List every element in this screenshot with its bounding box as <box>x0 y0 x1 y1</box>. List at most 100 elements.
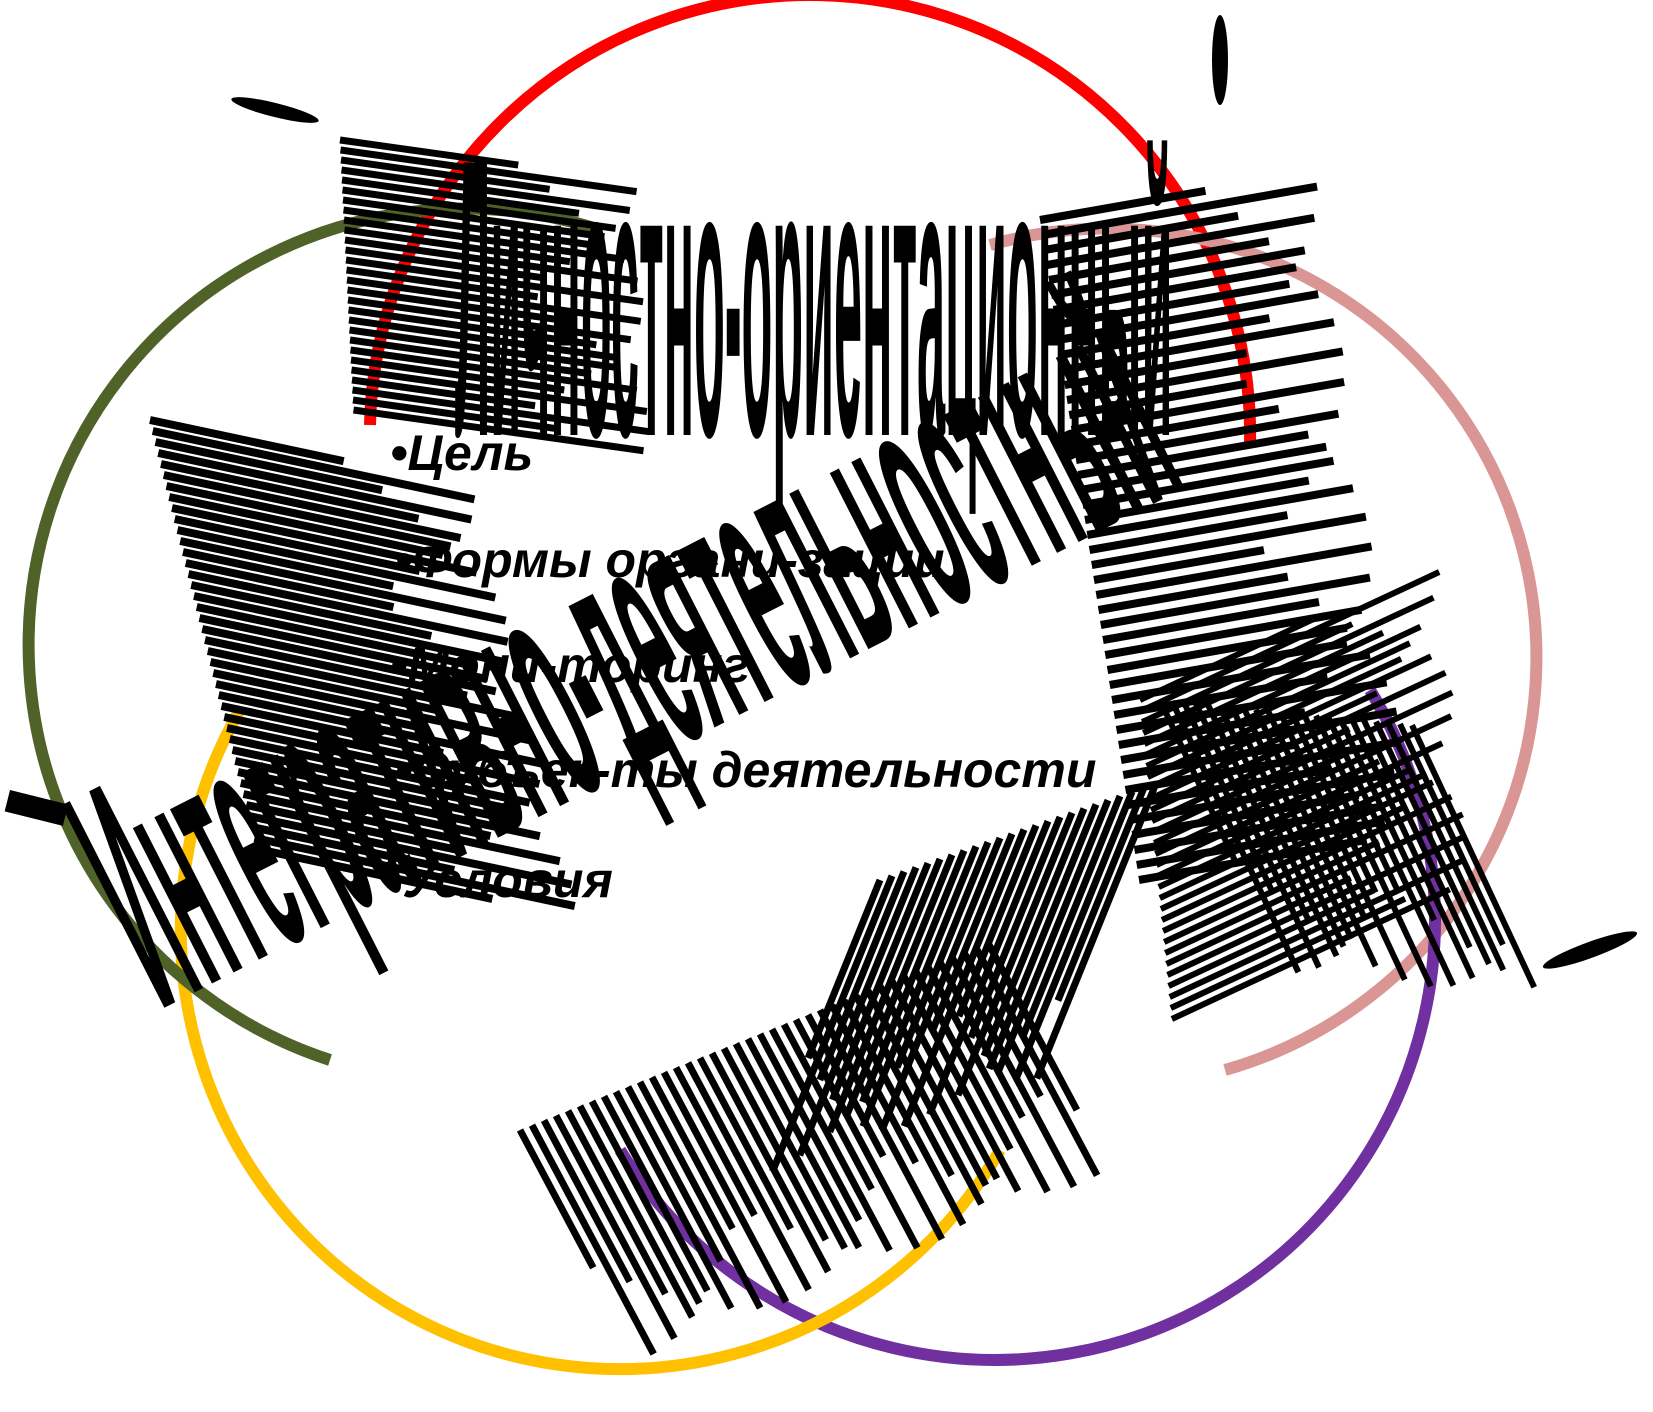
hatch-stroke <box>769 874 896 1173</box>
hatch-stroke <box>804 878 884 1060</box>
circle-bottom-left-arc <box>174 707 1006 1376</box>
hatch-stroke <box>954 811 1076 1097</box>
hatch-stroke <box>209 658 444 716</box>
wordart-hatch-top <box>339 136 650 455</box>
hatch-stroke <box>1325 715 1457 987</box>
hatch-stroke <box>1181 701 1276 895</box>
hatch-stroke <box>1082 456 1335 509</box>
hatch-stroke <box>343 216 625 263</box>
hatch-stroke <box>1095 542 1373 599</box>
hatch-stroke <box>215 680 416 731</box>
hatch-stroke <box>1033 782 1160 1080</box>
hatch-stroke <box>1349 717 1476 980</box>
wordart-hatch-bottom-right <box>1138 569 1537 1022</box>
hatch-stroke <box>1075 409 1340 464</box>
hatch-stroke <box>1088 511 1289 554</box>
hatch-stroke <box>234 757 514 824</box>
hatch-stroke <box>1361 719 1473 949</box>
hatch-stroke <box>344 226 571 266</box>
hatch-stroke <box>182 548 507 625</box>
hatch-stroke <box>348 316 615 361</box>
hatch-stroke <box>1397 722 1506 946</box>
hatch-stroke <box>1168 858 1463 1000</box>
hatch-stroke <box>348 306 597 349</box>
hatch-stroke <box>1409 723 1537 989</box>
hatch-stroke <box>1086 484 1354 539</box>
hatch-stroke <box>248 812 573 889</box>
hatch-stroke <box>217 691 542 768</box>
hatch-stroke <box>345 246 542 282</box>
hatch-stroke <box>684 1061 812 1292</box>
hatch-stroke <box>1070 377 1345 434</box>
hatch-stroke <box>165 482 452 551</box>
hatch-stroke <box>1097 572 1289 614</box>
hatch-stroke <box>1052 263 1297 314</box>
hatch-stroke <box>349 336 592 378</box>
hatch-stroke <box>171 504 478 577</box>
hatch-stroke <box>341 166 631 214</box>
hatch-stroke <box>843 853 956 1118</box>
hatch-stroke <box>864 989 985 1206</box>
hatch-stroke <box>341 176 580 217</box>
hatch-stroke <box>696 1056 794 1231</box>
hatch-stroke <box>1229 705 1347 948</box>
hatch-stroke <box>780 1022 875 1191</box>
hatch-stroke <box>1061 318 1335 374</box>
hatch-stroke <box>160 460 420 523</box>
hatch-stroke <box>1093 546 1265 584</box>
hatch-stroke <box>1157 767 1410 890</box>
hatch-stroke <box>350 346 638 394</box>
hatch-stroke <box>984 941 1080 1112</box>
hatch-stroke <box>239 779 492 840</box>
hatch-stroke <box>1057 290 1319 344</box>
hatch-stroke <box>955 824 1040 1018</box>
hatch-stroke <box>893 840 992 1069</box>
hatch-stroke <box>1066 347 1344 404</box>
hatch-stroke <box>816 870 908 1082</box>
hatch-stroke <box>600 1094 711 1293</box>
hatch-stroke <box>201 625 497 696</box>
hatch-stroke <box>564 1109 669 1296</box>
hatch-stroke <box>1073 404 1280 449</box>
hatch-stroke <box>343 206 596 249</box>
hatch-stroke <box>351 376 536 410</box>
hatch-stroke <box>995 798 1112 1072</box>
hatch-stroke <box>1064 348 1248 389</box>
hatch-stroke <box>1169 699 1302 974</box>
hatch-stroke <box>352 396 558 433</box>
hatch-stroke <box>347 296 632 344</box>
list-item-conditions: •Условия <box>385 852 613 908</box>
hatch-stroke <box>242 790 561 866</box>
hatch-stroke <box>1039 186 1207 224</box>
hatch-stroke <box>157 449 473 524</box>
hatch-stroke <box>720 1046 829 1242</box>
hatch-stroke <box>1109 639 1348 689</box>
hatch-stroke <box>184 559 395 612</box>
hatch-stroke <box>212 669 536 746</box>
hatch-stroke <box>346 266 539 301</box>
hatch-stroke <box>349 326 621 372</box>
hatch-stroke <box>826 857 944 1134</box>
hatch-stroke <box>195 603 467 669</box>
hatch-stroke <box>1373 720 1492 966</box>
hatch-stroke <box>672 1065 758 1217</box>
hatch-stroke <box>151 427 476 504</box>
hatch-stroke <box>1241 707 1355 941</box>
decor-slivers <box>4 15 1638 969</box>
hatch-stroke <box>1138 613 1321 703</box>
hatch-stroke <box>237 768 541 841</box>
hatch-stroke <box>1084 476 1310 524</box>
hatch-stroke <box>648 1075 736 1231</box>
hatch-stroke <box>1253 708 1379 968</box>
hatch-stroke <box>187 570 509 646</box>
hatch-stroke <box>168 493 444 560</box>
hatch-stroke <box>1265 709 1367 919</box>
hatch-stroke <box>149 416 345 466</box>
hatch-stroke <box>204 636 468 700</box>
hatch-stroke <box>1385 721 1507 972</box>
hatch-stroke <box>1068 379 1248 419</box>
hatch-stroke <box>179 537 394 591</box>
hatch-stroke <box>344 236 638 285</box>
hatch-stroke <box>342 196 605 241</box>
hatch-stroke <box>768 1027 893 1253</box>
